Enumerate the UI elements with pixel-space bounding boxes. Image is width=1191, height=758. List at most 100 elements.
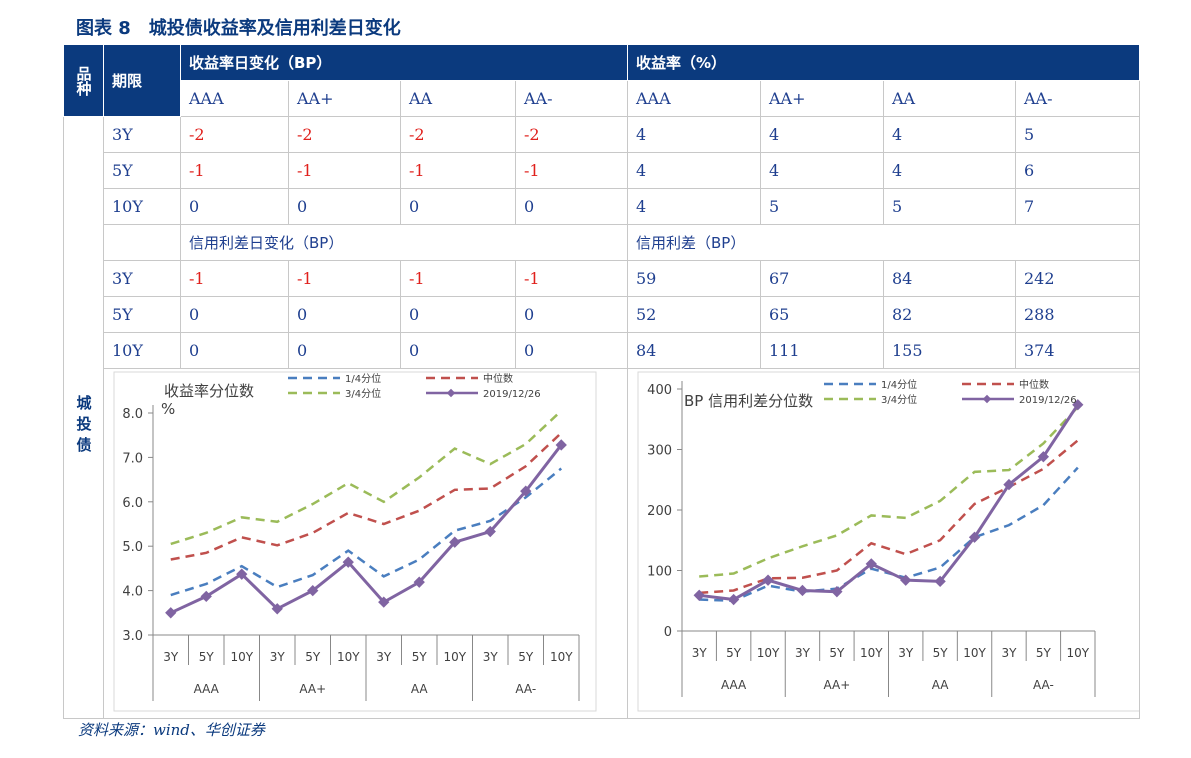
data-point [307, 584, 319, 597]
y-tick-label: 300 [647, 444, 672, 459]
table-cell: 0 [400, 332, 516, 369]
legend-label: 1/4分位 [881, 378, 917, 391]
y-tick-label: 8.0 [122, 407, 143, 422]
legend-label: 2019/12/26 [483, 389, 541, 400]
data-point [413, 576, 425, 588]
data-point [236, 568, 248, 580]
data-point [796, 584, 809, 597]
x-tick-label: 3Y [376, 650, 392, 664]
table-cell: 0 [180, 332, 289, 369]
table-cell: AAA [180, 80, 289, 117]
table-cell: -2 [515, 116, 628, 153]
table-cell: 0 [180, 188, 289, 225]
table-cell: 4 [627, 116, 761, 153]
x-tick-label: 3Y [163, 650, 179, 664]
table-row: 5Y 0 0 0 0 52 65 82 288 [64, 296, 1141, 333]
group-label: AA [411, 682, 429, 696]
x-tick-label: 10Y [230, 650, 253, 664]
table-cell: 5Y [103, 152, 181, 189]
table-cell: 6 [1014, 152, 1141, 189]
group-label: AA- [515, 682, 536, 696]
table-cell: 3Y [103, 260, 181, 297]
table-cell: 0 [515, 332, 628, 369]
table-cell: AAA [627, 80, 761, 117]
bond-table: 品种 期限 收益率日变化（BP） 收益率（%） AAA AA+ AA AA- AAA AA+ AA A… [63, 44, 1141, 719]
x-tick-label: 10Y [860, 646, 883, 660]
chart-title: 收益率分位数 [164, 382, 254, 400]
series-line-2 [699, 406, 1079, 578]
y-tick-label: 5.0 [122, 540, 143, 555]
x-tick-label: 5Y [726, 646, 742, 660]
table-cell: -2 [180, 116, 289, 153]
table-cell: 111 [760, 332, 884, 369]
table-cell: 5Y [103, 296, 181, 333]
y-tick-label: 400 [647, 383, 672, 398]
series-line-1 [699, 439, 1079, 595]
spread-chart-cell: 0 100 200 300 400 3Y 5Y 10Y 3Y 5Y 10Y 3Y 5Y 10Y 3Y 5Y 10… [626, 368, 1141, 719]
group-label: AA- [1033, 678, 1054, 692]
table-cell: AA [883, 80, 1016, 117]
table-cell: 242 [1014, 260, 1141, 297]
table-cell: AA- [1014, 80, 1141, 117]
table-cell: 374 [1014, 332, 1141, 369]
x-tick-label: 10Y [443, 650, 466, 664]
data-point [865, 558, 877, 570]
legend-marker [446, 388, 456, 398]
table-cell: AA- [515, 80, 628, 117]
table-cell: 84 [627, 332, 761, 369]
table-cell: 0 [515, 188, 628, 225]
table-cell: 10Y [103, 188, 181, 225]
legend-label: 2019/12/26 [1019, 395, 1077, 406]
variety-cell: 城投债 [63, 116, 104, 719]
table-cell: -1 [400, 260, 516, 297]
x-tick-label: 3Y [270, 650, 286, 664]
group-label: AA+ [299, 682, 326, 696]
y-axis-label: % [161, 400, 175, 418]
group-label: AA [932, 678, 950, 692]
x-tick-label: 3Y [795, 646, 811, 660]
x-tick-label: 5Y [829, 646, 845, 660]
table-cell: 59 [627, 260, 761, 297]
spread-change-header: 信用利差日变化（BP） [180, 224, 628, 261]
table-cell: 0 [288, 332, 401, 369]
table-cell: -1 [288, 260, 401, 297]
table-cell: 0 [288, 188, 401, 225]
source-note: 资料来源：wind、华创证券 [78, 721, 265, 739]
legend-label: 中位数 [1019, 378, 1049, 391]
x-tick-label: 5Y [412, 650, 428, 664]
table-cell: 4 [883, 116, 1016, 153]
table-cell: AA+ [288, 80, 401, 117]
table-cell: AA [400, 80, 516, 117]
series-line-2 [170, 409, 563, 546]
x-tick-label: 3Y [1001, 646, 1017, 660]
table-cell: 5 [760, 188, 884, 225]
table-cell: 288 [1014, 296, 1141, 333]
chart-title: BP 信用利差分位数 [684, 392, 813, 410]
y-tick-label: 0 [664, 625, 672, 640]
group-label: AA+ [823, 678, 850, 692]
figure-title: 图表 8 城投债收益率及信用利差日变化 [76, 18, 401, 39]
x-tick-label: 5Y [518, 650, 534, 664]
table-cell: 67 [760, 260, 884, 297]
table-cell: 4 [627, 188, 761, 225]
table-cell: 84 [883, 260, 1016, 297]
y-tick-label: 3.0 [122, 629, 143, 644]
table-cell: -1 [180, 260, 289, 297]
table-cell: -1 [400, 152, 516, 189]
x-tick-label: 10Y [757, 646, 780, 660]
table-cell: 5 [1014, 116, 1141, 153]
table-cell: 4 [760, 152, 884, 189]
table-row: 5Y -1 -1 -1 -1 4 4 4 6 [64, 152, 1141, 189]
series-line-1 [170, 432, 563, 561]
y-tick-label: 6.0 [122, 496, 143, 511]
legend-label: 1/4分位 [345, 372, 381, 385]
group-label: AAA [194, 682, 220, 696]
header-row: 品种 期限 收益率日变化（BP） 收益率（%） [63, 44, 1141, 117]
data-point [520, 485, 532, 497]
table-cell: -1 [515, 260, 628, 297]
yield-percentile-chart: 3.0 4.0 5.0 6.0 7.0 8.0 3Y 5Y 10Y 3Y 5Y 10Y 3Y 5Y 10Y 3… [113, 371, 597, 712]
term-header: 期限 [103, 44, 181, 117]
y-tick-label: 200 [647, 504, 672, 519]
table-cell: 4 [627, 152, 761, 189]
table-cell: 65 [760, 296, 884, 333]
